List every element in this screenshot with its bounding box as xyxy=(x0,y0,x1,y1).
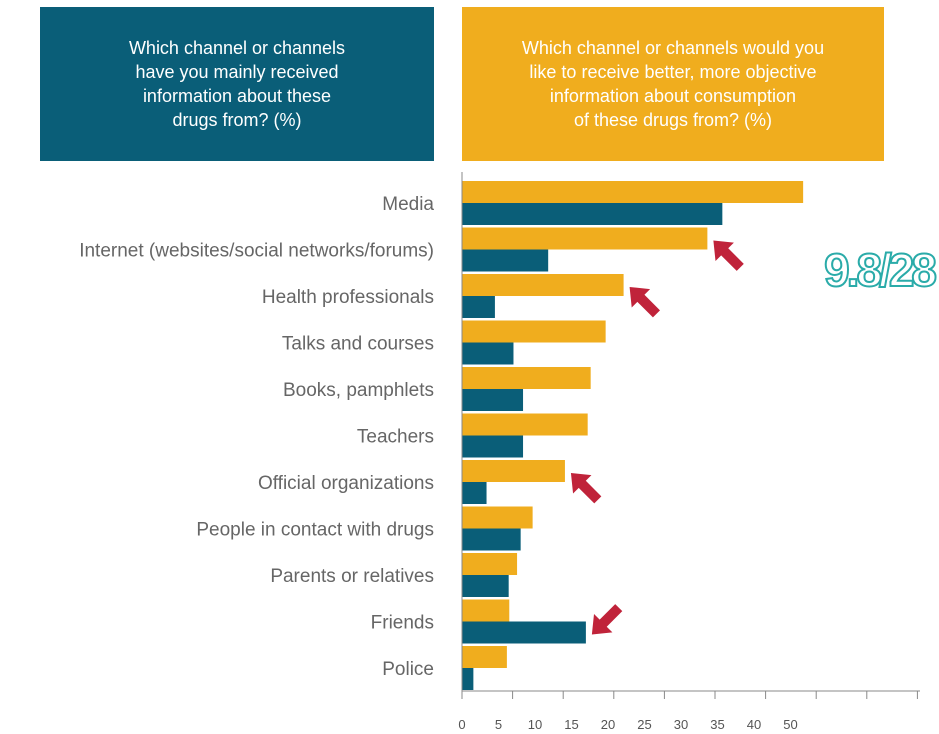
tick-label: 30 xyxy=(674,717,688,732)
category-label: Health professionals xyxy=(262,287,434,308)
tick-label: 40 xyxy=(747,717,761,732)
bars-layer xyxy=(462,181,804,690)
arrow-shape xyxy=(713,240,744,271)
right-header-text: Which channel or channels would you like… xyxy=(521,38,825,130)
desired-bar xyxy=(462,367,591,389)
tick-label: 0 xyxy=(458,717,465,732)
arrow-shape xyxy=(591,604,623,635)
arrow-icon xyxy=(713,240,744,271)
category-label: People in contact with drugs xyxy=(196,520,434,541)
desired-bar xyxy=(462,274,624,296)
desired-bar xyxy=(462,413,588,436)
arrow-shape xyxy=(570,473,602,504)
desired-bar xyxy=(462,181,804,203)
right-header-box: Which channel or channels would you like… xyxy=(462,7,884,161)
x-axis-layer: 0 5 10 15 20 25 30 35 40 50 xyxy=(458,172,920,732)
category-label: Talks and courses xyxy=(282,334,434,355)
tick-label: 35 xyxy=(710,717,724,732)
left-header-text: Which channel or channels have you mainl… xyxy=(128,38,346,130)
desired-bar xyxy=(462,320,606,343)
desired-bar xyxy=(462,646,507,668)
received-bar xyxy=(462,203,723,225)
arrow-icon xyxy=(629,287,660,318)
arrow-icon xyxy=(570,473,602,504)
desired-bar xyxy=(462,460,565,482)
tick-label: 10 xyxy=(528,717,542,732)
received-bar xyxy=(462,296,495,318)
category-label: Media xyxy=(382,194,434,215)
category-label: Internet (websites/social networks/forum… xyxy=(79,241,434,262)
received-bar xyxy=(462,249,549,272)
desired-bar xyxy=(462,599,510,622)
received-bar xyxy=(462,575,509,597)
tick-label: 25 xyxy=(637,717,651,732)
category-label: Friends xyxy=(371,613,434,634)
category-label: Official organizations xyxy=(258,473,434,494)
received-bar xyxy=(462,528,521,551)
tick-label: 5 xyxy=(495,717,502,732)
left-header-box: Which channel or channels have you mainl… xyxy=(40,7,434,161)
tick-label: 50 xyxy=(783,717,797,732)
arrow-shape xyxy=(629,287,660,318)
arrow-icon xyxy=(591,604,623,635)
arrows-layer xyxy=(570,240,744,635)
category-label: Teachers xyxy=(357,427,434,448)
received-bar xyxy=(462,621,586,644)
category-label: Books, pamphlets xyxy=(283,380,434,401)
received-bar xyxy=(462,668,474,690)
tick-label: 20 xyxy=(601,717,615,732)
desired-bar xyxy=(462,553,518,575)
desired-bar xyxy=(462,227,708,250)
category-labels-layer: Media Internet (websites/social networks/… xyxy=(79,194,434,680)
received-bar xyxy=(462,482,487,504)
category-label: Parents or relatives xyxy=(270,566,434,587)
category-label: Police xyxy=(382,659,434,680)
tick-label: 15 xyxy=(564,717,578,732)
received-bar xyxy=(462,435,524,458)
received-bar xyxy=(462,342,514,365)
received-bar xyxy=(462,389,524,411)
desired-bar xyxy=(462,506,533,529)
callout-text: 9.8/28 xyxy=(824,244,936,296)
